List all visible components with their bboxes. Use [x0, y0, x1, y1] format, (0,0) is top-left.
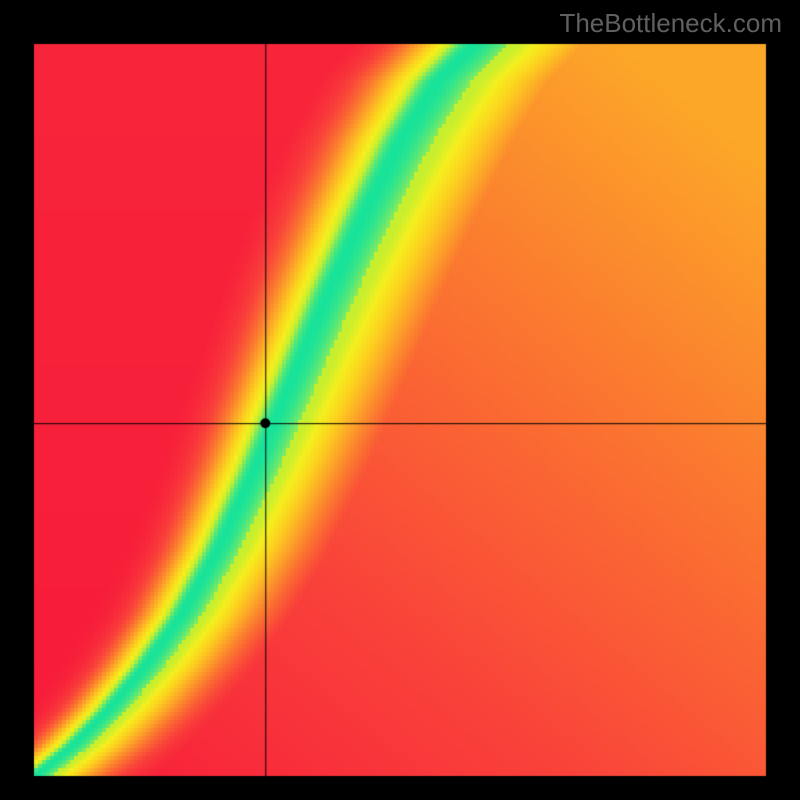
heatmap-plot [0, 0, 800, 800]
watermark-text: TheBottleneck.com [559, 8, 782, 39]
